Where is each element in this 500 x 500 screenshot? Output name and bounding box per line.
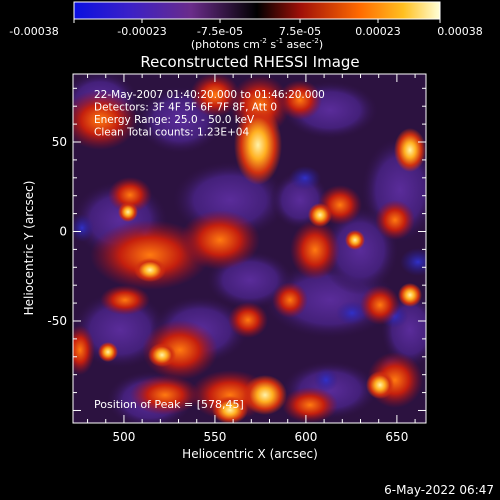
emission-blob	[118, 202, 138, 222]
footer-timestamp: 6-May-2022 06:47	[384, 483, 494, 497]
emission-blob	[289, 166, 321, 190]
info-line: Energy Range: 25.0 - 50.0 keV	[94, 114, 255, 126]
emission-blob	[73, 90, 138, 150]
y-tick-label: -50	[47, 314, 67, 328]
emission-blob	[360, 285, 400, 325]
info-line: Clean Total counts: 1.23E+04	[94, 127, 249, 139]
colorbar-tick-labels: -0.00038 -0.00023 -7.5e-05 7.5e-05 0.00023 0.…	[9, 25, 482, 38]
emission-blob	[290, 220, 340, 280]
colorbar-tick-label: 0.00038	[437, 25, 483, 38]
emission-blob	[336, 301, 368, 325]
emission-blob	[282, 387, 338, 423]
y-axis-label: Heliocentric Y (arcsec)	[22, 181, 36, 316]
emission-blob	[180, 210, 260, 270]
emission-blob	[272, 282, 308, 318]
plot-frame	[72, 73, 427, 424]
colorbar-tick-label: -7.5e-05	[197, 25, 243, 38]
emission-blob	[100, 285, 150, 315]
emission-blob	[212, 396, 248, 423]
emission-blob	[243, 375, 287, 415]
emission-blob	[400, 248, 426, 276]
info-line: Detectors: 3F 4F 5F 6F 7F 8F, Att 0	[94, 102, 277, 114]
emission-blob	[98, 342, 118, 362]
emission-blob	[148, 343, 176, 367]
colorbar-tick-label: 7.5e-05	[279, 25, 321, 38]
colorbar	[73, 1, 441, 20]
colorbar-tick-label: -0.00038	[9, 25, 58, 38]
plot-title: Reconstructed RHESSI Image	[140, 53, 359, 71]
emission-blob	[345, 230, 365, 250]
emission-blob	[314, 368, 338, 392]
emission-blob	[190, 74, 240, 117]
info-line: 22-May-2007 01:40:20.000 to 01:46:20.000	[94, 89, 325, 101]
x-tick-label: 500	[112, 430, 135, 444]
y-tick-label: 50	[52, 135, 67, 149]
x-tick-label: 650	[385, 430, 408, 444]
x-tick-labels: 500 550 600 650	[112, 430, 408, 444]
observation-info: 22-May-2007 01:40:20.000 to 01:46:20.000…	[94, 89, 325, 139]
emission-blob	[366, 371, 394, 399]
y-tick-labels: 50 0 -50	[47, 135, 67, 328]
x-tick-label: 550	[203, 430, 226, 444]
emission-blob	[398, 283, 422, 307]
colorbar-unit-label: (photons cm-2 s-1 asec-2)	[191, 37, 323, 51]
rhessi-image	[73, 74, 426, 423]
x-axis-label: Heliocentric X (arcsec)	[182, 447, 318, 461]
x-tick-label: 600	[294, 430, 317, 444]
peak-position-label: Position of Peak = [578,45]	[94, 398, 244, 411]
y-tick-label: 0	[59, 224, 67, 238]
emission-blob	[134, 258, 166, 282]
emission-blob	[234, 105, 282, 185]
colorbar-tick-label: -0.00023	[117, 25, 166, 38]
emission-map	[73, 74, 426, 423]
emission-blob	[73, 325, 95, 375]
emission-blob	[228, 302, 268, 338]
emission-blob	[73, 214, 94, 242]
emission-blob	[308, 203, 332, 227]
emission-blob	[108, 177, 152, 213]
emission-blob	[90, 220, 210, 290]
colorbar-tick-label: 0.00023	[355, 25, 401, 38]
axis-ticks	[73, 74, 426, 423]
colorbar-ticks	[73, 19, 441, 23]
emission-blob	[394, 128, 426, 172]
emission-blob	[375, 200, 415, 240]
emission-blob	[278, 80, 322, 120]
emission-blob	[130, 375, 200, 415]
